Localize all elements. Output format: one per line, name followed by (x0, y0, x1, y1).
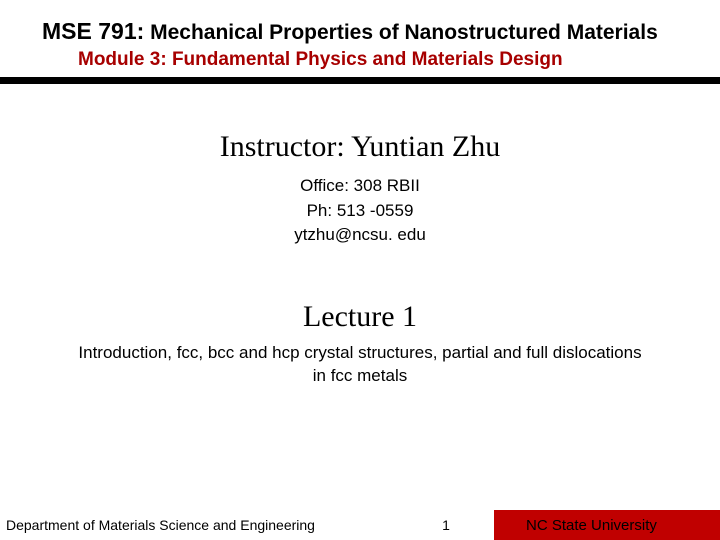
course-line: MSE 791: Mechanical Properties of Nanost… (42, 18, 720, 45)
header-divider (0, 77, 720, 84)
lecture-block: Lecture 1 Introduction, fcc, bcc and hcp… (0, 300, 720, 388)
contact-info: Office: 308 RBII Ph: 513 -0559 ytzhu@ncs… (0, 174, 720, 248)
instructor-name: Instructor: Yuntian Zhu (0, 130, 720, 164)
course-title: Mechanical Properties of Nanostructured … (150, 21, 658, 44)
footer-department: Department of Materials Science and Engi… (0, 510, 398, 540)
instructor-block: Instructor: Yuntian Zhu Office: 308 RBII… (0, 130, 720, 248)
lecture-description: Introduction, fcc, bcc and hcp crystal s… (70, 342, 650, 388)
module-line: Module 3: Fundamental Physics and Materi… (78, 49, 720, 71)
footer-bar: Department of Materials Science and Engi… (0, 510, 720, 540)
footer-page-number: 1 (398, 510, 494, 540)
course-code: MSE 791: (42, 18, 144, 44)
footer-university: NC State University (494, 510, 720, 540)
lecture-title: Lecture 1 (0, 300, 720, 334)
phone-line: Ph: 513 -0559 (0, 199, 720, 224)
slide-container: MSE 791: Mechanical Properties of Nanost… (0, 0, 720, 540)
header-block: MSE 791: Mechanical Properties of Nanost… (0, 0, 720, 71)
office-line: Office: 308 RBII (0, 174, 720, 199)
email-line: ytzhu@ncsu. edu (0, 223, 720, 248)
